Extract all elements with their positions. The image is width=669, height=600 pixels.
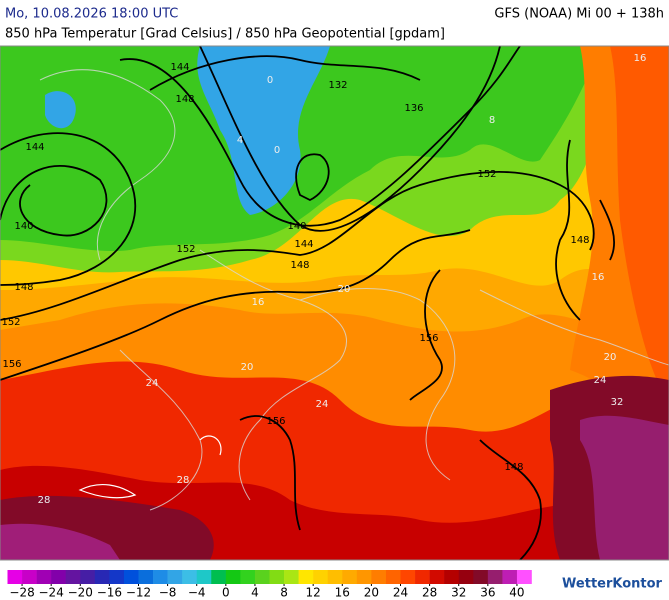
colorbar-swatch [225,570,241,584]
colorbar-tick-label: 4 [251,586,259,600]
colorbar-swatch [167,570,183,584]
temperature-label: 20 [241,362,254,373]
geopotential-label: 140 [287,221,306,232]
colorbar-tick-label: −24 [39,586,64,600]
colorbar-tick-label: 16 [335,586,350,600]
colorbar-swatch [284,570,299,584]
colorbar-swatch [153,570,168,584]
geopotential-label: 148 [14,282,33,293]
colorbar-swatch [269,570,285,584]
colorbar-tick-label: 8 [280,586,288,600]
colorbar-swatch [109,570,125,584]
colorbar-swatch [211,570,227,584]
datetime: Mo, 10.08.2026 18:00 UTC [5,7,178,22]
colorbar-swatch [356,570,372,584]
colorbar-swatch [429,570,445,584]
temperature-label: 0 [267,75,273,86]
colorbar-swatch [473,570,489,584]
colorbar-tick-label: 32 [451,586,466,600]
colorbar-tick-label: −12 [126,586,151,600]
colorbar-tick-label: −8 [159,586,177,600]
colorbar-swatch [254,570,270,584]
colorbar-tick-label: 40 [509,586,524,600]
colorbar-swatch [313,570,329,584]
colorbar-tick-label: 36 [480,586,495,600]
colorbar-swatch [502,570,518,584]
colorbar-swatch [94,570,110,584]
colorbar-swatch [444,570,460,584]
temperature-label: 20 [338,284,351,295]
temperature-label: 24 [594,375,607,386]
temperature-label: 28 [177,475,190,486]
geopotential-label: 148 [504,462,523,473]
colorbar-tick-label: 12 [306,586,321,600]
colorbar-swatch [36,570,52,584]
colorbar-swatch [138,570,154,584]
temperature-label: 32 [611,397,624,408]
colorbar: −28 −24 −20 −16 −12 −8 −4 0 4 8 12 16 20 24 28 32 36 40 [7,570,532,600]
geopotential-label: 148 [570,235,589,246]
temperature-label: 16 [592,272,605,283]
colorbar-swatch [51,570,67,584]
temperature-label: 4 [237,135,243,146]
colorbar-tick-label: −28 [9,586,34,600]
colorbar-tick-label: 24 [393,586,408,600]
colorbar-swatch [240,570,256,584]
colorbar-tick-label: −4 [188,586,206,600]
colorbar-swatch [400,570,416,584]
geopotential-label: 136 [404,103,423,114]
geopotential-label: 144 [170,62,189,73]
temperature-label: 24 [146,378,159,389]
geopotential-label: 144 [25,142,44,153]
colorbar-tick-label: −16 [97,586,122,600]
temperature-label: 0 [274,145,280,156]
model-run: GFS (NOAA) Mi 00 + 138h [494,7,664,22]
geopotential-label: 152 [176,244,195,255]
geopotential-label: 144 [294,239,313,250]
subtitle: 850 hPa Temperatur [Grad Celsius] / 850 … [5,27,445,42]
colorbar-tick-label: 20 [364,586,379,600]
temperature-label: 24 [316,399,329,410]
geopotential-label: 148 [290,260,309,271]
colorbar-swatch [327,570,343,584]
brand-logo: WetterKontor [562,577,663,592]
colorbar-swatch [385,570,401,584]
colorbar-tick-label: −20 [68,586,93,600]
colorbar-swatch [342,570,358,584]
colorbar-swatch [22,570,37,584]
geopotential-label: 140 [14,221,33,232]
temperature-label: 20 [604,352,617,363]
geopotential-label: 156 [419,333,438,344]
geopotential-label: 152 [477,169,496,180]
geopotential-label: 156 [266,416,285,427]
geopotential-label: 152 [1,317,20,328]
colorbar-swatch [298,570,314,584]
colorbar-swatch [487,570,503,584]
colorbar-tick-label: 28 [422,586,437,600]
temperature-label: 8 [489,115,495,126]
colorbar-swatch [371,570,387,584]
colorbar-swatch [7,570,23,584]
colorbar-swatch [415,570,430,584]
temperature-label: 16 [634,53,647,64]
temperature-label: 16 [252,297,265,308]
geopotential-label: 156 [2,359,21,370]
geopotential-label: 148 [175,94,194,105]
colorbar-swatch [80,570,96,584]
map [0,45,669,561]
temperature-label: 28 [38,495,51,506]
geopotential-label: 132 [328,80,347,91]
colorbar-swatch [458,570,474,584]
colorbar-swatch [196,570,212,584]
colorbar-tick-label: 0 [222,586,230,600]
colorbar-swatch [182,570,198,584]
colorbar-swatch [516,570,532,584]
colorbar-swatch [65,570,81,584]
colorbar-swatch [123,570,139,584]
map-frame [0,45,669,561]
